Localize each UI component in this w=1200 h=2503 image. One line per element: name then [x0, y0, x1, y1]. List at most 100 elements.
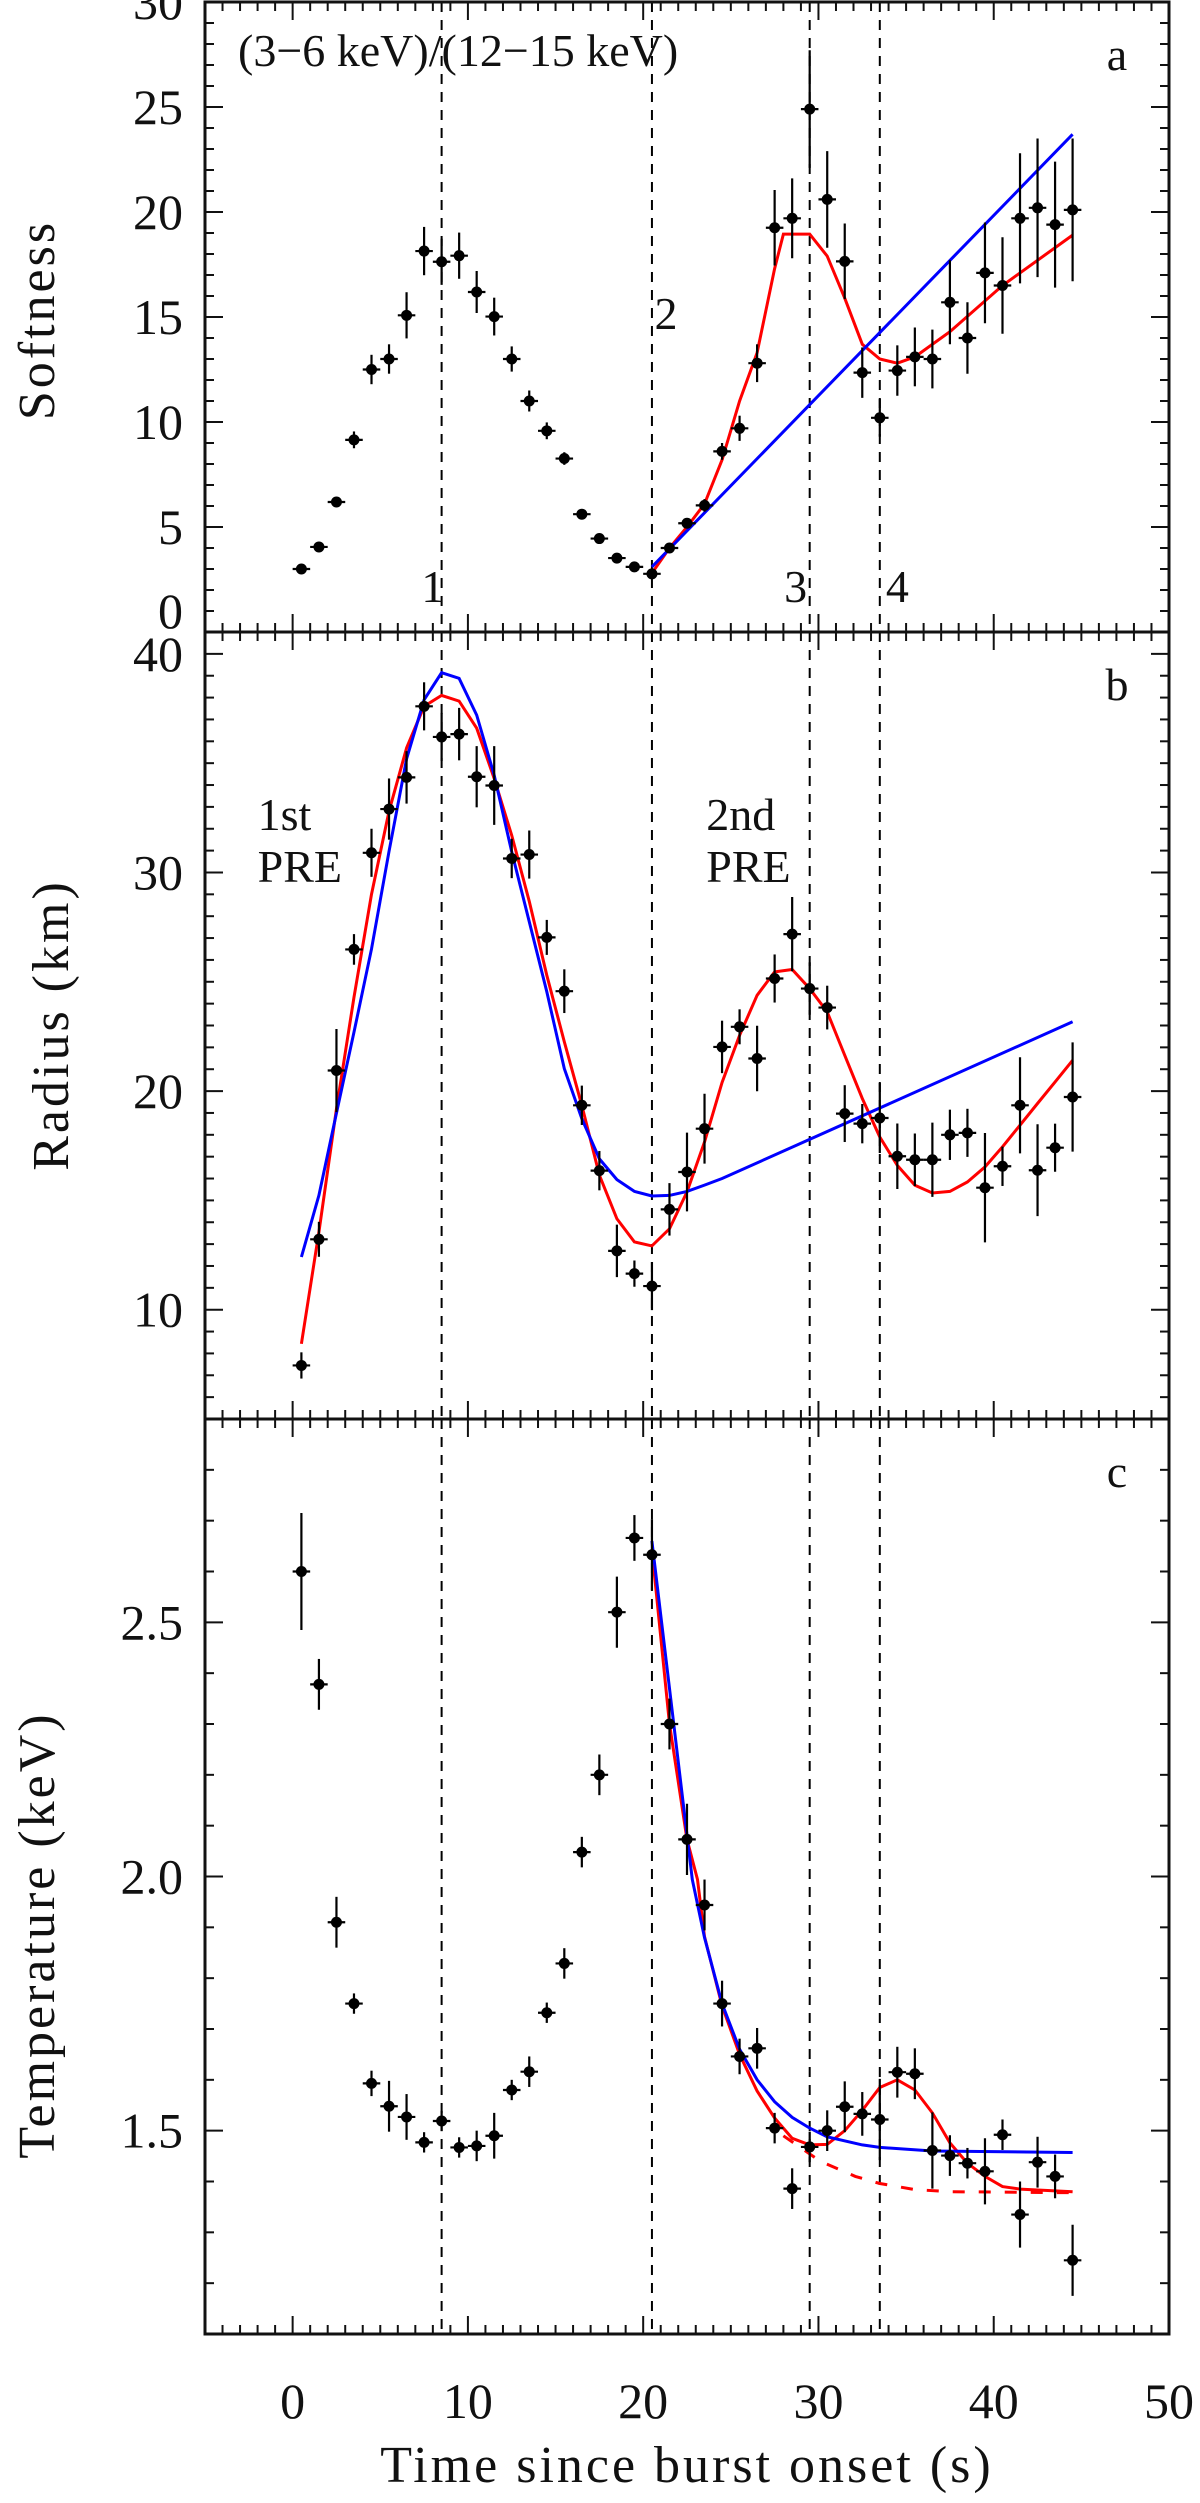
data-marker	[488, 311, 500, 323]
data-point	[678, 517, 696, 529]
time-marker-label: 4	[886, 561, 909, 612]
data-marker	[366, 2077, 378, 2089]
data-point	[993, 2119, 1012, 2150]
data-point	[765, 2112, 784, 2144]
data-point	[1063, 1042, 1082, 1152]
data-point	[555, 452, 574, 465]
data-marker	[348, 434, 360, 446]
data-marker	[471, 771, 483, 783]
data-point	[1046, 161, 1064, 288]
data-point	[608, 1576, 626, 1648]
data-point	[362, 2070, 381, 2097]
y-axis-title: Softness	[9, 220, 66, 420]
data-point	[993, 237, 1012, 334]
data-marker	[541, 425, 553, 437]
data-marker	[348, 943, 360, 955]
data-marker	[926, 353, 938, 365]
data-marker	[453, 728, 465, 740]
data-marker	[1032, 1164, 1044, 1176]
data-marker	[944, 296, 956, 308]
data-marker	[839, 255, 851, 267]
panel-frame	[203, 1417, 1171, 2336]
data-point	[502, 838, 521, 879]
data-point	[835, 2081, 854, 2133]
data-point	[467, 746, 486, 808]
data-marker	[436, 731, 448, 743]
time-marker-label: 2	[654, 288, 677, 339]
data-point	[608, 552, 626, 564]
data-marker	[506, 852, 518, 864]
data-point	[853, 2092, 872, 2136]
data-marker	[1014, 2209, 1026, 2221]
data-point	[608, 1224, 626, 1278]
data-marker	[523, 849, 535, 861]
x-tick-label: 30	[793, 2373, 843, 2429]
data-point	[660, 1183, 679, 1236]
data-point	[555, 1948, 574, 1979]
data-marker	[821, 2125, 833, 2137]
data-marker	[523, 2066, 535, 2078]
data-point	[485, 2112, 503, 2159]
data-point	[450, 232, 468, 279]
data-point	[573, 1836, 591, 1868]
data-marker	[558, 453, 570, 465]
data-point	[643, 1519, 661, 1591]
data-marker	[488, 2130, 500, 2142]
data-point	[888, 2046, 907, 2098]
data-point	[818, 151, 836, 248]
y-tick-label: 1.5	[121, 2103, 184, 2159]
panel-label: a	[1107, 29, 1127, 80]
data-point	[590, 533, 609, 545]
time-marker-label: 1	[421, 561, 444, 612]
data-marker	[506, 2084, 518, 2096]
data-point	[380, 344, 398, 374]
data-marker	[891, 1150, 903, 1162]
data-marker	[874, 1112, 886, 1124]
y-tick-label: 2.5	[121, 1594, 184, 1650]
data-marker	[699, 499, 711, 511]
data-marker	[926, 1154, 938, 1166]
x-tick-label: 0	[280, 2373, 305, 2429]
data-point	[748, 2027, 766, 2069]
data-marker	[734, 2050, 746, 2062]
data-point	[941, 2135, 959, 2176]
data-marker	[663, 542, 675, 554]
data-point	[625, 1260, 644, 1287]
data-marker	[734, 1021, 746, 1033]
panel-a: 0 5 10 15 20 25 30 Softness a (3−6 keV)/(12−15 ke…	[9, 0, 1171, 639]
y-tick-label: 20	[133, 1063, 183, 1119]
y-tick-label: 20	[133, 184, 183, 240]
data-point	[695, 1093, 714, 1164]
y-tick-label: 2.0	[121, 1849, 184, 1905]
data-point	[345, 431, 363, 449]
data-marker	[295, 1359, 307, 1371]
panel-label: c	[1107, 1446, 1127, 1497]
data-point	[853, 1103, 872, 1144]
data-marker	[944, 2150, 956, 2162]
data-marker	[611, 1606, 623, 1618]
data-point	[467, 271, 486, 314]
data-point	[958, 302, 977, 374]
data-marker	[909, 351, 921, 363]
data-marker	[891, 2066, 903, 2078]
data-point	[485, 297, 503, 336]
x-tick-label: 40	[969, 2373, 1019, 2429]
pre-annotation: 2nd	[706, 789, 775, 840]
panel-frame	[203, 0, 1171, 634]
data-marker	[646, 1549, 658, 1561]
data-point	[590, 1150, 609, 1191]
data-point	[625, 1515, 644, 1561]
data-point	[1011, 2181, 1029, 2248]
data-point	[678, 1803, 696, 1875]
data-point	[432, 2110, 451, 2132]
data-point	[432, 238, 451, 285]
data-point	[1028, 138, 1047, 278]
data-marker	[313, 541, 325, 553]
data-point	[1046, 2154, 1064, 2199]
data-point	[467, 2130, 486, 2162]
data-marker	[593, 1165, 605, 1177]
data-marker	[313, 1678, 325, 1690]
data-marker	[576, 508, 588, 520]
data-point	[835, 1085, 854, 1143]
data-point	[345, 934, 363, 965]
